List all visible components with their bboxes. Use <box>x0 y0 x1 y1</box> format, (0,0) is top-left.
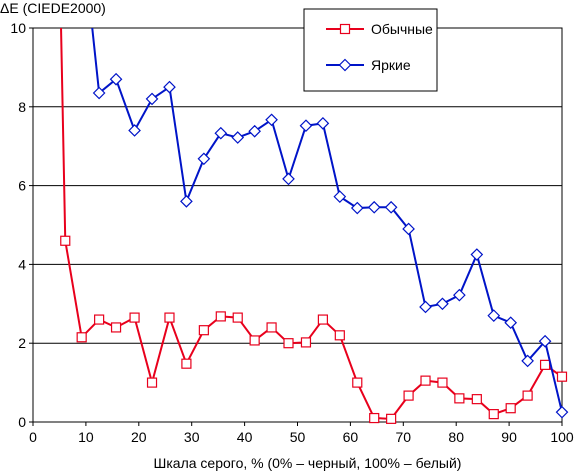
x-tick-label: 10 <box>78 429 94 445</box>
x-tick-label: 40 <box>237 429 253 445</box>
data-point <box>316 116 330 130</box>
data-point <box>180 195 193 208</box>
y-axis: 0 2 4 6 8 10 <box>10 20 33 430</box>
data-point <box>334 330 345 341</box>
x-tick-label: 80 <box>448 429 464 445</box>
data-point <box>338 58 352 72</box>
x-tick-label: 90 <box>501 429 517 445</box>
x-tick-label: 60 <box>343 429 359 445</box>
y-tick-label: 0 <box>18 414 26 430</box>
data-point <box>283 338 294 349</box>
legend-box <box>303 8 438 92</box>
data-point <box>470 248 484 261</box>
data-point <box>369 412 380 424</box>
x-tick-label: 70 <box>396 429 412 445</box>
data-point <box>555 405 569 419</box>
data-point <box>215 311 226 322</box>
y-tick-label: 6 <box>18 178 26 194</box>
legend-label: Обычные <box>371 21 433 37</box>
data-point <box>487 309 501 322</box>
series-square <box>60 28 568 424</box>
grid-lines <box>33 106 562 344</box>
data-point <box>539 359 551 370</box>
data-point <box>437 377 448 388</box>
data-point <box>198 325 209 336</box>
data-point <box>339 23 351 35</box>
y-tick-label: 10 <box>10 20 26 36</box>
data-point <box>282 172 295 186</box>
data-point <box>94 314 105 325</box>
data-point <box>265 113 278 127</box>
series-diamond <box>91 28 569 419</box>
x-tick-label: 100 <box>550 429 574 445</box>
data-point <box>128 124 141 137</box>
data-point <box>163 80 176 94</box>
data-point <box>454 393 465 404</box>
data-point <box>164 312 175 323</box>
data-point <box>402 222 415 236</box>
y-tick-label: 8 <box>18 99 26 115</box>
data-point <box>522 390 533 401</box>
data-point <box>504 316 518 330</box>
x-tick-label: 50 <box>290 429 306 445</box>
data-point <box>92 86 106 100</box>
data-point <box>76 332 87 343</box>
y-axis-label: ΔE (CIEDE2000) <box>0 0 106 16</box>
plot-frame <box>32 27 563 423</box>
data-point <box>110 322 122 333</box>
x-axis-label: Шкала серого, % (0% – черный, 100% – бел… <box>154 455 462 471</box>
data-point <box>488 409 499 420</box>
legend: Обычные Яркие <box>303 8 438 92</box>
data-point <box>367 200 381 214</box>
data-point <box>471 394 482 405</box>
data-point <box>436 297 449 311</box>
data-point <box>214 126 228 140</box>
data-point <box>248 124 261 138</box>
data-point <box>300 337 312 348</box>
data-point <box>350 201 364 215</box>
data-point <box>197 152 211 166</box>
data-point <box>521 354 534 368</box>
data-point <box>109 72 123 86</box>
y-tick-label: 4 <box>18 256 26 272</box>
data-point <box>266 322 277 333</box>
y-tick-label: 2 <box>18 335 26 351</box>
data-point <box>384 200 398 214</box>
data-point <box>145 92 159 106</box>
x-axis: 0 10 20 30 40 50 60 70 80 90 100 <box>29 422 574 445</box>
x-tick-label: 30 <box>184 429 200 445</box>
series-layer <box>60 28 569 424</box>
data-point <box>129 312 140 323</box>
data-point <box>556 371 568 382</box>
legend-label: Яркие <box>371 57 411 73</box>
data-point <box>231 131 245 144</box>
data-point <box>419 300 432 314</box>
x-tick-label: 0 <box>29 429 37 445</box>
data-point <box>299 119 313 133</box>
data-point <box>317 314 328 325</box>
data-point <box>249 335 260 346</box>
data-point <box>538 334 552 348</box>
data-point <box>232 312 243 323</box>
x-tick-label: 20 <box>131 429 147 445</box>
data-point <box>181 358 192 369</box>
data-point <box>453 288 466 302</box>
data-point <box>386 413 397 424</box>
data-point <box>505 403 516 414</box>
data-point <box>420 375 431 386</box>
data-point <box>146 377 158 388</box>
data-point <box>60 235 71 246</box>
data-point <box>403 390 414 401</box>
data-point <box>352 377 363 388</box>
data-point <box>333 190 347 203</box>
